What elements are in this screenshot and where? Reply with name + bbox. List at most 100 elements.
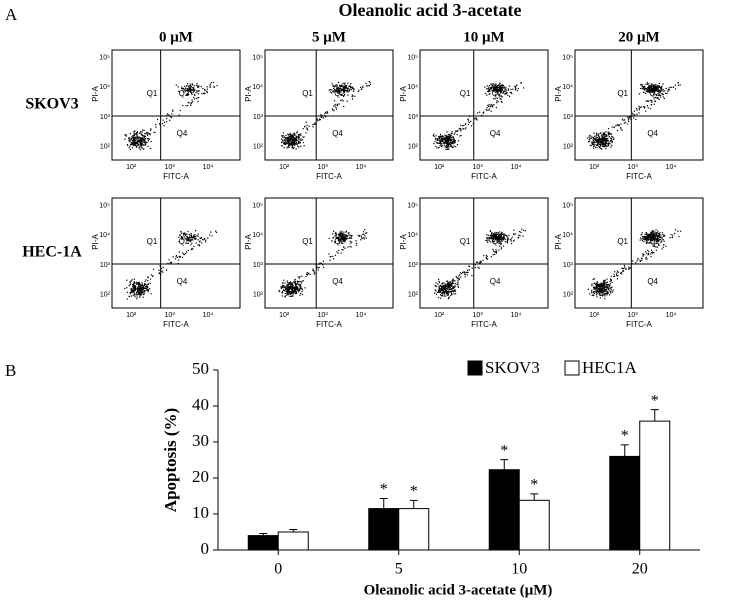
cell-dot — [486, 110, 487, 111]
cell-dot — [669, 237, 670, 238]
cell-dot — [166, 118, 167, 119]
cell-dot — [664, 90, 665, 91]
cell-dot — [132, 279, 133, 280]
cell-dot — [436, 147, 437, 148]
cell-dot — [193, 88, 194, 89]
cell-dot — [486, 107, 487, 108]
cell-dot — [323, 117, 324, 118]
cell-dot — [596, 147, 597, 148]
quadrant-label: Q1 — [617, 237, 628, 246]
cell-dot — [499, 231, 500, 232]
cell-dot — [483, 255, 484, 256]
cell-dot — [287, 292, 288, 293]
cell-dot — [450, 291, 451, 292]
cell-dot — [482, 115, 483, 116]
significance-label: * — [500, 442, 508, 459]
flow-x-label: FITC-A — [316, 172, 342, 181]
cell-dot — [146, 132, 147, 133]
cell-dot — [439, 140, 440, 141]
cell-dot — [335, 235, 336, 236]
cell-dot — [456, 131, 457, 132]
x-tick-label: 10 — [511, 561, 527, 578]
cell-dot — [503, 238, 504, 239]
cell-dot — [457, 130, 458, 131]
flow-x-tick: 10³ — [318, 164, 329, 171]
cell-dot — [464, 274, 465, 275]
cell-dot — [452, 147, 453, 148]
cell-dot — [142, 129, 143, 130]
cell-dot — [291, 143, 292, 144]
cell-dot — [303, 136, 304, 137]
cell-dot — [647, 105, 648, 106]
cell-dot — [440, 298, 441, 299]
cell-dot — [134, 293, 135, 294]
cell-dot — [448, 145, 449, 146]
error-bar — [380, 499, 388, 509]
cell-dot — [610, 283, 611, 284]
cell-dot — [660, 95, 661, 96]
cell-dot — [131, 136, 132, 137]
cell-dot — [661, 87, 662, 88]
cell-dot — [448, 283, 449, 284]
cell-dot — [314, 123, 315, 124]
cell-dot — [645, 258, 646, 259]
cell-dot — [604, 134, 605, 135]
cell-dot — [633, 117, 634, 118]
cell-dot — [141, 294, 142, 295]
cell-dot — [646, 257, 647, 258]
cell-dot — [317, 119, 318, 120]
cell-dot — [507, 241, 508, 242]
cell-dot — [654, 231, 655, 232]
cell-dot — [137, 134, 138, 135]
cell-dot — [518, 235, 519, 236]
cell-dot — [522, 235, 523, 236]
cell-dot — [141, 146, 142, 147]
cell-dot — [459, 279, 460, 280]
cell-dot — [338, 87, 339, 88]
flow-y-tick: 10⁵ — [252, 55, 263, 62]
cell-dot — [286, 137, 287, 138]
cell-dot — [606, 279, 607, 280]
cell-dot — [286, 291, 287, 292]
cell-dot — [669, 89, 670, 90]
cell-dot — [665, 246, 666, 247]
cell-dot — [606, 289, 607, 290]
cell-dot — [126, 134, 127, 135]
cell-dot — [147, 280, 148, 281]
cell-dot — [603, 294, 604, 295]
cell-dot — [283, 132, 284, 133]
cell-dot — [655, 86, 656, 87]
cell-dot — [151, 274, 152, 275]
cell-dot — [643, 106, 644, 107]
cell-dot — [451, 284, 452, 285]
cell-dot — [604, 298, 605, 299]
cell-dot — [193, 85, 194, 86]
cell-dot — [335, 233, 336, 234]
cell-dot — [609, 290, 610, 291]
cell-dot — [144, 281, 145, 282]
cell-dot — [150, 293, 151, 294]
cell-dot — [611, 134, 612, 135]
cell-dot — [295, 289, 296, 290]
flow-y-tick: 10⁵ — [99, 55, 110, 62]
cell-dot — [134, 141, 135, 142]
flow-y-label: PI-A — [399, 234, 408, 250]
cell-dot — [342, 249, 343, 250]
flow-y-tick: 10⁴ — [99, 84, 110, 91]
cell-dot — [498, 87, 499, 88]
cell-dot — [447, 139, 448, 140]
cell-dot — [176, 256, 177, 257]
cell-dot — [139, 295, 140, 296]
cell-dot — [192, 83, 193, 84]
cell-dot — [191, 242, 192, 243]
cell-dot — [441, 143, 442, 144]
cell-dot — [648, 107, 649, 108]
cell-dot — [144, 138, 145, 139]
cell-dot — [657, 231, 658, 232]
cell-dot — [148, 291, 149, 292]
cell-dot — [308, 273, 309, 274]
cell-dot — [451, 283, 452, 284]
cell-dot — [133, 145, 134, 146]
cell-dot — [145, 279, 146, 280]
cell-dot — [622, 271, 623, 272]
